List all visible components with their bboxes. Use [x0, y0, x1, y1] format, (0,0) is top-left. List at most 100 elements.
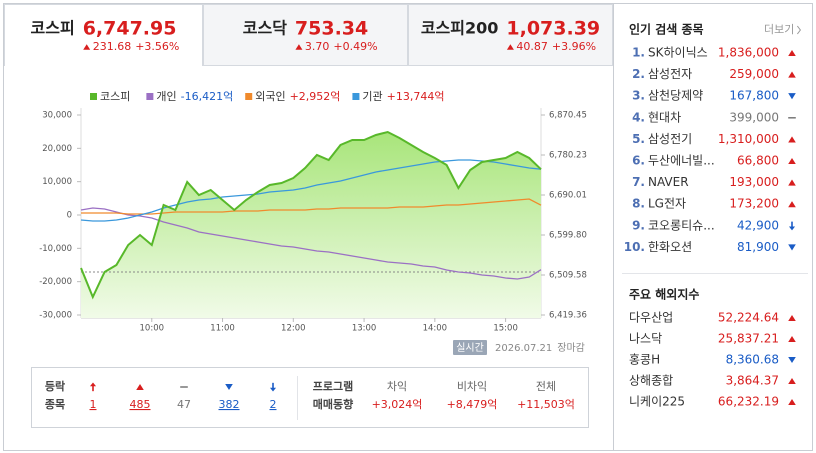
y2-tick-label: 6,509.58 — [549, 270, 587, 280]
y-tick-label: -30,000 — [39, 311, 72, 321]
stock-name[interactable]: 삼성전자 — [648, 67, 692, 81]
series-line — [80, 159, 542, 222]
program-label: 매매동향 — [313, 397, 353, 411]
icon-up — [788, 377, 796, 385]
stock-name[interactable]: 두산에너빌... — [648, 154, 715, 168]
rank: 10. — [624, 240, 645, 254]
x-tick-label: 10:00 — [140, 324, 165, 334]
stock-price: 193,000 — [729, 175, 779, 189]
icon-limit-head — [89, 382, 97, 387]
breadth-count[interactable]: 1 — [90, 398, 97, 411]
y-tick-label: -10,000 — [39, 244, 72, 254]
index-name[interactable]: 다우산업 — [629, 311, 673, 325]
stock-name[interactable]: 삼성전기 — [648, 132, 692, 146]
legend-name: 코스피 — [100, 90, 130, 103]
breadth-count[interactable]: 2 — [270, 398, 277, 411]
program-value: +11,503억 — [517, 398, 575, 411]
stock-name[interactable]: 코오롱티슈... — [648, 218, 715, 232]
breadth-count[interactable]: 485 — [130, 398, 151, 411]
index-name[interactable]: 홍콩H — [629, 353, 660, 367]
stock-name[interactable]: SK하이닉스 — [648, 46, 708, 60]
rank: 9. — [632, 218, 645, 232]
y2-tick-label: 6,690.01 — [549, 191, 587, 201]
breadth-count[interactable]: 382 — [219, 398, 240, 411]
world-title: 주요 해외지수 — [629, 287, 699, 302]
index-value: 52,224.64 — [718, 311, 779, 325]
popular-title: 인기 검색 종목 — [629, 22, 704, 37]
breadth-label: 등락 — [45, 380, 65, 393]
stock-name[interactable]: 현대차 — [648, 110, 681, 124]
stock-name[interactable]: NAVER — [648, 175, 689, 189]
legend-net: +2,952억 — [290, 90, 341, 103]
rank: 2. — [632, 67, 645, 81]
stock-price: 42,900 — [737, 218, 779, 232]
icon-up — [788, 398, 796, 406]
tab-rate: +0.49% — [333, 40, 377, 53]
rank: 6. — [632, 154, 645, 168]
stock-price: 167,800 — [729, 89, 779, 103]
icon-down — [225, 383, 233, 391]
chart-status: 장마감 — [557, 342, 585, 354]
index-value: 3,864.37 — [726, 374, 779, 388]
rank: 7. — [632, 175, 645, 189]
tab-name: 코스피 — [31, 19, 75, 38]
more-chevron — [796, 25, 801, 35]
x-tick-label: 15:00 — [493, 324, 518, 334]
y2-tick-label: 6,599.80 — [549, 230, 587, 240]
tab[interactable] — [4, 4, 203, 66]
tab-rate: +3.56% — [135, 40, 179, 53]
x-tick-label: 12:00 — [281, 324, 306, 334]
x-tick-label: 11:00 — [210, 324, 235, 334]
index-name[interactable]: 나스닥 — [629, 332, 662, 346]
tab-name: 코스피200 — [421, 19, 499, 38]
icon-down — [788, 356, 796, 364]
tab-change: 231.68 — [93, 40, 132, 53]
legend-swatch — [146, 93, 154, 100]
more-link[interactable]: 더보기 — [764, 23, 794, 36]
stock-price: 81,900 — [737, 240, 779, 254]
stock-price: 399,000 — [729, 110, 779, 124]
icon-up — [788, 314, 796, 322]
stock-price: 1,836,000 — [718, 46, 779, 60]
tab-change: 3.70 — [305, 40, 330, 53]
tab-change: 40.87 — [516, 40, 548, 53]
icon-up — [788, 136, 796, 143]
legend-net: -16,421억 — [181, 90, 234, 103]
legend-name: 기관 — [362, 90, 382, 103]
rank: 4. — [632, 110, 645, 124]
icon-up — [506, 44, 514, 50]
index-name[interactable]: 니케이225 — [629, 395, 685, 409]
tab[interactable] — [408, 4, 613, 66]
status-badge — [453, 340, 487, 355]
stock-name[interactable]: LG전자 — [648, 197, 686, 211]
icon-up — [788, 71, 796, 78]
breadth-count[interactable]: 47 — [177, 398, 191, 411]
summary-box — [31, 367, 589, 428]
icon-up — [788, 201, 796, 208]
icon-limit-head — [788, 226, 796, 231]
icon-up — [295, 44, 303, 50]
index-value: 25,837.21 — [718, 332, 779, 346]
icon-up — [136, 383, 144, 391]
stock-name[interactable]: 한화오션 — [648, 240, 692, 254]
index-name[interactable]: 상해종합 — [629, 374, 673, 388]
program-name: 전체 — [536, 380, 556, 393]
legend-swatch — [90, 93, 97, 100]
legend-name: 개인 — [156, 90, 176, 103]
series-line — [81, 198, 542, 215]
rank: 8. — [632, 197, 645, 211]
stock-price: 1,310,000 — [718, 132, 779, 146]
y-tick-label: 30,000 — [42, 111, 72, 121]
stock-name[interactable]: 삼천당제약 — [648, 88, 703, 103]
tab[interactable] — [203, 4, 408, 66]
legend-swatch — [352, 93, 360, 100]
rank: 1. — [632, 46, 645, 60]
program-name: 비차익 — [457, 380, 487, 393]
legend-net: +13,744억 — [387, 90, 445, 103]
y-tick-label: -20,000 — [39, 277, 72, 287]
legend-name: 외국인 — [255, 90, 285, 103]
series-line — [80, 130, 542, 300]
icon-up — [788, 157, 796, 165]
program-name: 차익 — [387, 380, 407, 393]
